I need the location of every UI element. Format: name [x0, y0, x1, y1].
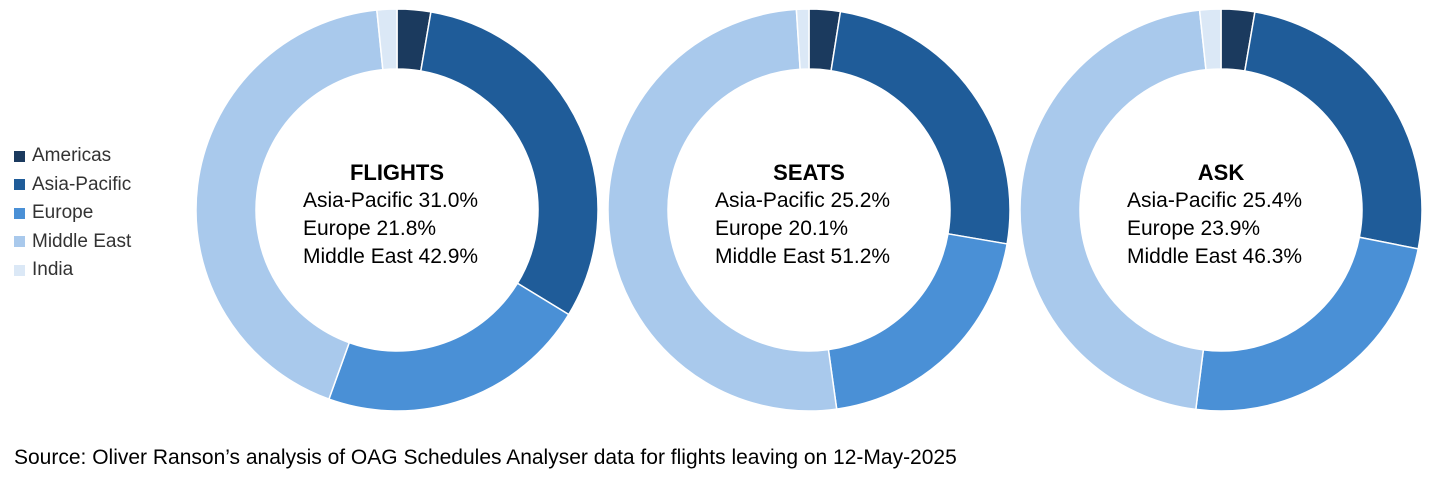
- center-line-flights-0: Asia-Pacific 31.0%: [303, 189, 478, 212]
- legend-label-middle-east: Middle East: [32, 230, 132, 252]
- legend-swatch-europe: [14, 207, 25, 219]
- legend-swatch-americas: [14, 150, 25, 162]
- legend-swatch-middle-east: [14, 236, 25, 248]
- source-note: Source: Oliver Ranson’s analysis of OAG …: [14, 446, 957, 469]
- center-line-flights-2: Middle East 42.9%: [303, 245, 478, 268]
- center-line-ask-2: Middle East 46.3%: [1127, 245, 1302, 268]
- donut-charts: FLIGHTS Asia-Pacific 31.0% Europe 21.8% Mid…: [195, 8, 1423, 412]
- slice-ask-india: [1198, 8, 1222, 71]
- slice-ask-asia-pacific: [1243, 11, 1423, 250]
- chart-legend: Americas Asia-Pacific Europe Middle East…: [14, 142, 131, 285]
- center-title-seats: SEATS: [773, 160, 845, 185]
- legend-label-asia-pacific: Asia-Pacific: [32, 173, 132, 195]
- legend-item-americas: Americas: [14, 142, 131, 171]
- donut-seats: SEATS Asia-Pacific 25.2% Europe 20.1% Middl…: [607, 8, 1011, 412]
- slice-flights-europe: [327, 282, 570, 412]
- legend-item-asia-pacific: Asia-Pacific: [14, 171, 131, 200]
- center-line-ask-0: Asia-Pacific 25.4%: [1127, 189, 1302, 212]
- slice-seats-india: [795, 8, 810, 71]
- donut-flights: FLIGHTS Asia-Pacific 31.0% Europe 21.8% Mid…: [195, 8, 599, 412]
- legend-label-americas: Americas: [32, 145, 112, 167]
- slice-seats-middle-east: [607, 8, 838, 412]
- legend-item-europe: Europe: [14, 199, 131, 228]
- legend-label-india: India: [32, 259, 74, 281]
- legend-swatch-india: [14, 264, 25, 276]
- center-line-ask-1: Europe 23.9%: [1127, 217, 1260, 240]
- center-line-seats-1: Europe 20.1%: [715, 217, 848, 240]
- donut-ask: ASK Asia-Pacific 25.4% Europe 23.9% Middle …: [1019, 8, 1423, 412]
- legend-item-middle-east: Middle East: [14, 228, 131, 257]
- slice-flights-middle-east: [195, 9, 384, 401]
- legend-label-europe: Europe: [32, 202, 94, 224]
- center-line-seats-2: Middle East 51.2%: [715, 245, 890, 268]
- slice-ask-middle-east: [1019, 9, 1207, 411]
- center-title-ask: ASK: [1198, 160, 1245, 185]
- legend-swatch-asia-pacific: [14, 179, 25, 191]
- slice-flights-asia-pacific: [419, 11, 599, 316]
- slice-flights-india: [376, 8, 398, 71]
- center-line-seats-0: Asia-Pacific 25.2%: [715, 189, 890, 212]
- center-title-flights: FLIGHTS: [350, 160, 444, 185]
- legend-item-india: India: [14, 256, 131, 285]
- center-line-flights-1: Europe 21.8%: [303, 217, 436, 240]
